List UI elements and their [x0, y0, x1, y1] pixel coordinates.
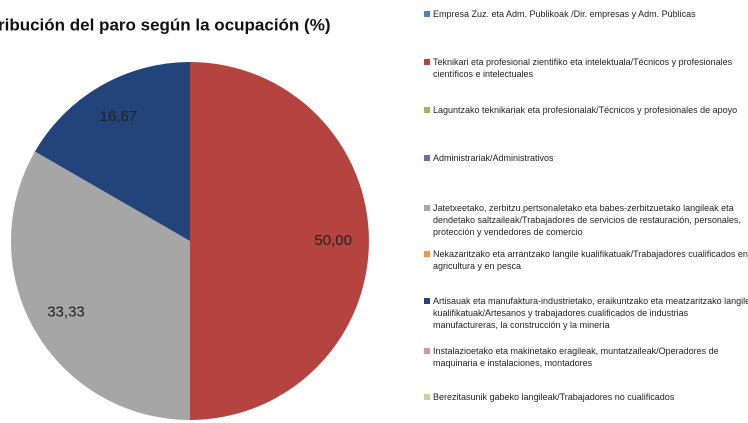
legend-swatch	[424, 205, 430, 211]
legend-swatch	[424, 107, 430, 113]
legend-label: Berezitasunik gabeko langileak/Trabajado…	[433, 392, 675, 402]
legend-label: Jatetxeetako, zerbitzu pertsonaletako et…	[433, 203, 741, 237]
legend-swatch	[424, 251, 430, 257]
legend-entry: Artisauak eta manufaktura-industrietako,…	[424, 295, 748, 331]
legend-label: Nekazaritzako eta arrantzako langile kua…	[433, 249, 748, 271]
legend-entry: Nekazaritzako eta arrantzako langile kua…	[424, 248, 748, 272]
legend-entry: Teknikari eta profesional zientifiko eta…	[424, 56, 748, 80]
legend-entry: Instalazioetako eta makinetako eragileak…	[424, 345, 748, 369]
legend-entry: Administrariak/Administrativos	[424, 152, 748, 164]
data-label: 16,67	[100, 108, 138, 125]
data-label: 50,00	[314, 232, 352, 249]
legend-label: Administrariak/Administrativos	[433, 153, 554, 163]
legend-swatch	[424, 394, 430, 400]
pie-slice	[11, 151, 191, 420]
legend-swatch	[424, 11, 430, 17]
chart-title: ribución del paro según la ocupación (%)	[0, 15, 330, 34]
legend-label: Laguntzako teknikariak eta profesionalak…	[433, 105, 738, 115]
data-label: 33,33	[47, 304, 85, 321]
legend-label: Instalazioetako eta makinetako eragileak…	[433, 346, 719, 368]
legend-entry: Jatetxeetako, zerbitzu pertsonaletako et…	[424, 202, 748, 238]
legend-entry: Laguntzako teknikariak eta profesionalak…	[424, 104, 748, 116]
legend-label: Teknikari eta profesional zientifiko eta…	[433, 57, 733, 79]
legend-label: Artisauak eta manufaktura-industrietako,…	[433, 296, 748, 330]
legend-swatch	[424, 348, 430, 354]
legend-swatch	[424, 155, 430, 161]
legend-swatch	[424, 298, 430, 304]
legend-swatch	[424, 59, 430, 65]
legend-entry: Empresa Zuz. eta Adm. Publikoak /Dir. em…	[424, 8, 748, 20]
legend-entry: Berezitasunik gabeko langileak/Trabajado…	[424, 391, 748, 403]
pie-slice	[34, 61, 191, 241]
pie-slice	[190, 62, 369, 420]
legend-label: Empresa Zuz. eta Adm. Publikoak /Dir. em…	[433, 9, 696, 19]
